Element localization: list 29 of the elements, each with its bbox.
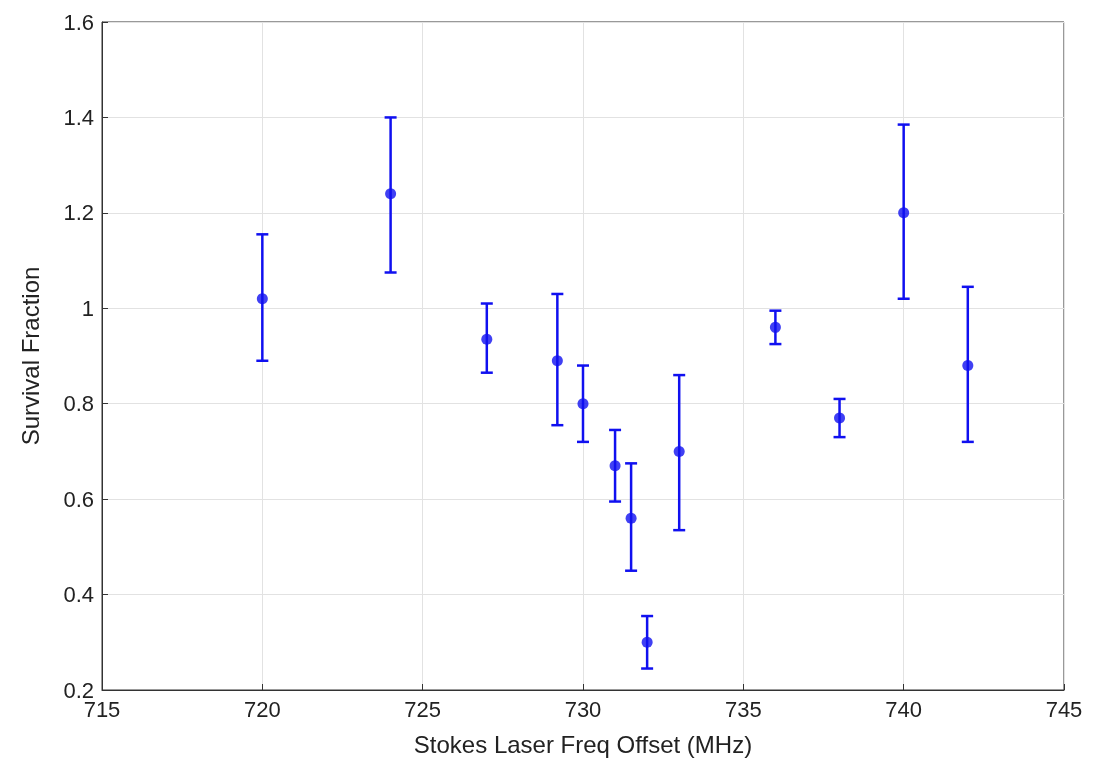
- point: [481, 333, 493, 345]
- x-tick-label: 745: [1045, 696, 1083, 722]
- x-tick-label: 735: [724, 696, 762, 722]
- point: [256, 293, 268, 305]
- x-tick-label: 725: [404, 696, 442, 722]
- y-tick-label: 0.6: [63, 486, 94, 512]
- point: [962, 360, 974, 372]
- y-tick-label: 1.4: [63, 104, 94, 130]
- y-tick-label: 0.2: [63, 677, 94, 703]
- y-tick-label: 0.8: [63, 391, 94, 417]
- x-tick-label: 720: [243, 696, 281, 722]
- x-axis-title: Stokes Laser Freq Offset (MHz): [413, 730, 753, 758]
- point: [551, 355, 563, 367]
- y-tick-label: 0.4: [63, 582, 94, 608]
- y-tick-label: 1.6: [63, 9, 94, 35]
- point: [673, 445, 685, 457]
- y-axis-title: Survival Fraction: [16, 266, 44, 446]
- x-tick-label: 730: [564, 696, 602, 722]
- point: [577, 398, 589, 410]
- y-tick-label: 1.2: [63, 200, 94, 226]
- point: [641, 636, 653, 648]
- point: [834, 412, 846, 424]
- point: [385, 188, 397, 200]
- point: [609, 460, 621, 472]
- point: [898, 207, 910, 219]
- point: [625, 512, 637, 524]
- x-tick-label: 740: [885, 696, 923, 722]
- y-tick-label: 1: [81, 295, 94, 321]
- point: [769, 321, 781, 333]
